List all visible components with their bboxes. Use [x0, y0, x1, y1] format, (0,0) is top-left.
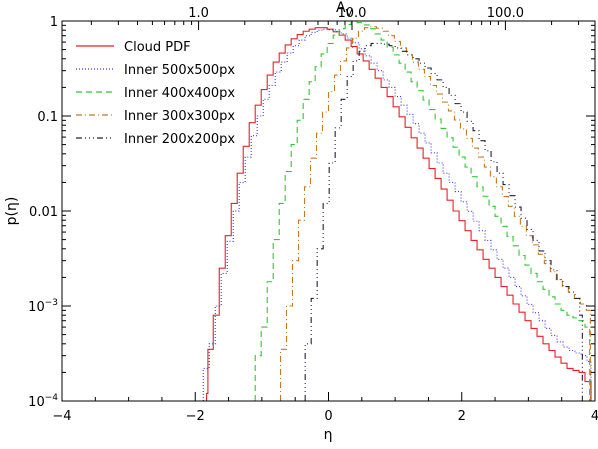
x-tick-label: 0 — [324, 409, 332, 424]
x-tick-label: −4 — [52, 409, 71, 424]
series-layer — [202, 21, 592, 401]
top-axis-title: AV — [336, 0, 353, 19]
y-tick-label: 1 — [50, 15, 58, 30]
x-axis-title: η — [324, 427, 333, 443]
plot-frame — [61, 20, 596, 402]
y-tick-label: 0.01 — [29, 205, 58, 220]
top-tick-label: 10.0 — [338, 6, 367, 21]
series-line-inner-300x300px — [279, 26, 591, 401]
series-line-inner-400x400px — [254, 21, 591, 401]
y-tick-label: 10−4 — [28, 393, 58, 410]
x-tick-label: −2 — [186, 409, 205, 424]
labels-layer: −4 −2 0 2 4 10−4 10−3 0.01 0.1 1 1.0 10.0 100.0 — [28, 6, 598, 424]
y-tick-label: 0.1 — [37, 110, 58, 125]
legend-label-inner-300x300px: Inner 300x300px — [124, 109, 235, 124]
legend-label-cloud-pdf: Cloud PDF — [124, 40, 191, 55]
top-axis-title-main: A — [336, 0, 346, 16]
ticks-layer — [61, 20, 596, 402]
legend: Cloud PDF Inner 500x500px Inner 400x400px I… — [76, 40, 235, 147]
x-tick-label: 2 — [458, 409, 466, 424]
series-line-cloud-pdf — [206, 27, 592, 401]
series-line-inner-200x200px — [304, 42, 583, 401]
legend-label-inner-500x500px: Inner 500x500px — [124, 63, 235, 78]
y-axis-title: p(η) — [4, 197, 20, 226]
legend-label-inner-200x200px: Inner 200x200px — [124, 132, 235, 147]
legend-label-inner-400x400px: Inner 400x400px — [124, 86, 235, 101]
top-axis-title-sub: V — [346, 8, 353, 19]
x-tick-label: 4 — [591, 409, 598, 424]
top-tick-label: 100.0 — [487, 6, 524, 21]
y-tick-label: 10−3 — [28, 298, 58, 315]
top-tick-label: 1.0 — [188, 6, 209, 21]
